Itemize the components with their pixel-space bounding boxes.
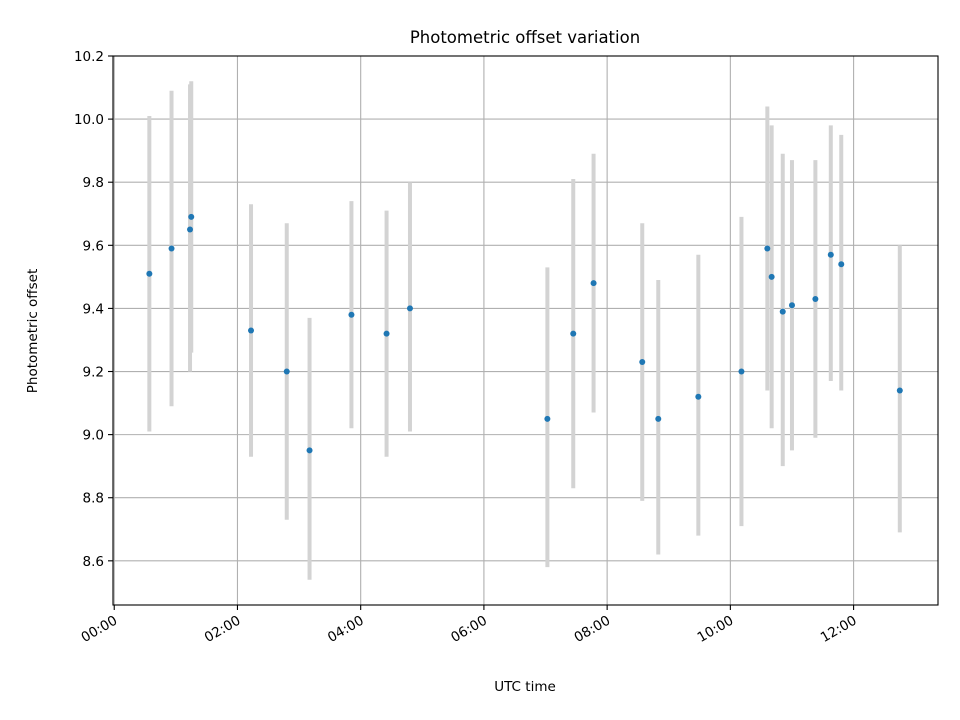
- y-axis-label: Photometric offset: [25, 269, 41, 393]
- data-point: [639, 359, 646, 366]
- y-tick-label: 9.4: [83, 301, 104, 317]
- data-point: [838, 261, 845, 268]
- y-tick-label: 9.0: [83, 428, 104, 444]
- plot-frame: [112, 55, 939, 606]
- data-point: [187, 226, 194, 233]
- grid-lines: [113, 55, 938, 605]
- data-point: [383, 330, 390, 337]
- data-point: [544, 415, 551, 422]
- data-points: [146, 213, 903, 454]
- y-tick-label: 9.2: [83, 365, 104, 381]
- data-point: [306, 447, 313, 454]
- data-point: [348, 311, 355, 318]
- y-axis-ticks: 8.6 8.8 9.0 9.2 9.4 9.6 9.8 10.0 10.2: [74, 49, 113, 570]
- data-point: [827, 251, 834, 258]
- data-point: [590, 280, 597, 287]
- data-point: [779, 308, 786, 315]
- y-tick-label: 8.8: [83, 491, 104, 507]
- y-tick-label: 9.8: [83, 175, 104, 191]
- data-point: [570, 330, 577, 337]
- data-point: [738, 368, 745, 375]
- y-tick-label: 8.6: [83, 554, 104, 570]
- data-point: [812, 295, 819, 302]
- data-point: [248, 327, 255, 334]
- data-point: [896, 387, 903, 394]
- y-tick-label: 10.0: [74, 112, 104, 128]
- data-point: [406, 305, 413, 312]
- y-tick-label: 9.6: [83, 238, 104, 254]
- data-point: [768, 273, 775, 280]
- data-point: [283, 368, 290, 375]
- x-axis-label: UTC time: [494, 679, 556, 695]
- data-point: [655, 415, 662, 422]
- data-point: [764, 245, 771, 252]
- chart-title: Photometric offset variation: [410, 28, 640, 47]
- data-point: [188, 213, 195, 220]
- data-point: [168, 245, 175, 252]
- data-point: [695, 393, 702, 400]
- data-point: [146, 270, 153, 277]
- data-point: [788, 302, 795, 309]
- y-tick-label: 10.2: [74, 49, 104, 65]
